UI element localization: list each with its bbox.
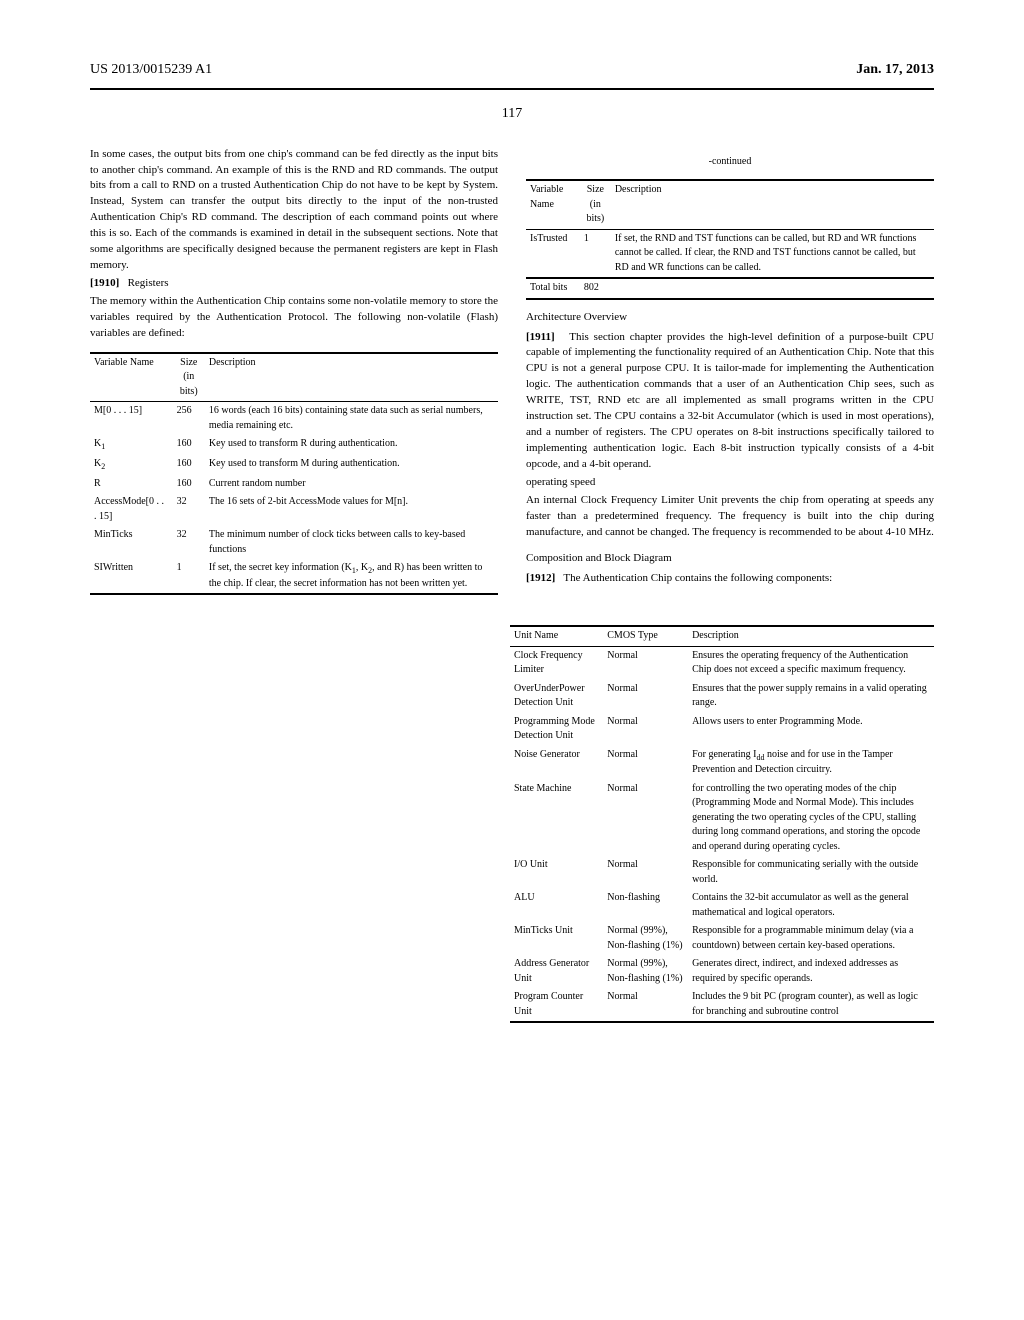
col-unit: Unit Name	[510, 626, 603, 646]
variables-table: Variable Name Size(in bits) Description …	[90, 352, 498, 595]
col-size: Size(in bits)	[580, 180, 611, 229]
table-row: SIWritten1If set, the secret key informa…	[90, 559, 498, 594]
continued-label: -continued	[526, 155, 934, 170]
registers-label: Registers	[128, 277, 169, 289]
col-desc: Description	[688, 626, 934, 646]
right-column: -continued Variable Name Size(in bits) D…	[526, 145, 934, 606]
para-num-1911: [1911]	[526, 331, 555, 343]
intro-paragraph: In some cases, the output bits from one …	[90, 147, 498, 275]
col-cmos: CMOS Type	[603, 626, 688, 646]
para-num-1912: [1912]	[526, 572, 555, 584]
table-row: Clock Frequency LimiterNormalEnsures the…	[510, 646, 934, 680]
two-column-layout: In some cases, the output bits from one …	[90, 145, 934, 606]
cell: For generating Idd noise and for use in …	[688, 746, 934, 780]
para-num-1910: [1910]	[90, 277, 119, 289]
composition-para: [1912] The Authentication Chip contains …	[526, 571, 934, 587]
table-row: MinTicks UnitNormal (99%), Non-flashing …	[510, 922, 934, 955]
cell: If set, the secret key information (K1, …	[205, 559, 498, 594]
page-header: US 2013/0015239 A1 Jan. 17, 2013	[90, 60, 934, 80]
col-varname: Variable Name	[90, 353, 173, 402]
table-row: K1160Key used to transform R during auth…	[90, 435, 498, 455]
table-row: State MachineNormalfor controlling the t…	[510, 780, 934, 857]
table-row: M[0 . . . 15]25616 words (each 16 bits) …	[90, 402, 498, 436]
table-row: Program Counter UnitNormalIncludes the 9…	[510, 988, 934, 1022]
arch-overview-para: [1911] This section chapter provides the…	[526, 330, 934, 473]
components-table-wrapper: Unit Name CMOS Type Description Clock Fr…	[510, 625, 934, 1023]
cell: K1	[90, 435, 173, 455]
components-table: Unit Name CMOS Type Description Clock Fr…	[510, 625, 934, 1023]
page-number: 117	[90, 104, 934, 124]
cell: K2	[90, 455, 173, 475]
header-rule	[90, 88, 934, 90]
registers-text: The memory within the Authentication Chi…	[90, 294, 498, 342]
composition-title: Composition and Block Diagram	[526, 551, 934, 567]
col-size: Size(in bits)	[173, 353, 205, 402]
col-varname: Variable Name	[526, 180, 580, 229]
col-desc: Description	[205, 353, 498, 402]
table-row: MinTicks32The minimum number of clock ti…	[90, 526, 498, 559]
total-row: Total bits802	[526, 278, 934, 299]
table-row: Noise GeneratorNormalFor generating Idd …	[510, 746, 934, 780]
table-row: R160Current random number	[90, 475, 498, 494]
table-row: IsTrusted1If set, the RND and TST functi…	[526, 229, 934, 278]
table-row: AccessMode[0 . . . 15]32The 16 sets of 2…	[90, 493, 498, 526]
table-row: I/O UnitNormalResponsible for communicat…	[510, 856, 934, 889]
arch-overview-title: Architecture Overview	[526, 310, 934, 326]
table-row: Address Generator UnitNormal (99%), Non-…	[510, 955, 934, 988]
speed-title: operating speed	[526, 475, 934, 491]
col-desc: Description	[611, 180, 934, 229]
variables-table-continued: Variable Name Size(in bits) Description …	[526, 179, 934, 300]
table-row: OverUnderPower Detection UnitNormalEnsur…	[510, 680, 934, 713]
table-row: K2160Key used to transform M during auth…	[90, 455, 498, 475]
registers-heading: [1910] Registers	[90, 276, 498, 292]
table-row: Programming Mode Detection UnitNormalAll…	[510, 713, 934, 746]
table-row: ALUNon-flashingContains the 32-bit accum…	[510, 889, 934, 922]
speed-text: An internal Clock Frequency Limiter Unit…	[526, 493, 934, 541]
left-column: In some cases, the output bits from one …	[90, 145, 498, 606]
header-right: Jan. 17, 2013	[856, 60, 934, 80]
header-left: US 2013/0015239 A1	[90, 60, 212, 80]
